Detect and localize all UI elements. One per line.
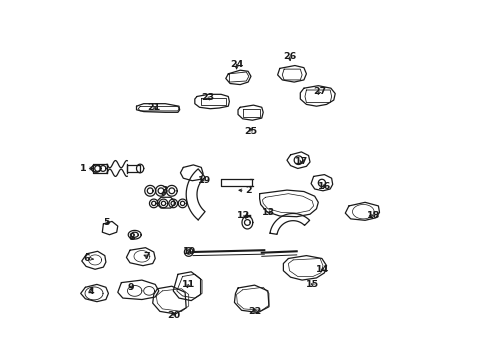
Text: 16: 16 (317, 182, 330, 191)
Text: 18: 18 (366, 211, 379, 220)
Text: 10: 10 (183, 247, 196, 256)
Text: 2: 2 (239, 186, 251, 195)
Text: 15: 15 (305, 280, 318, 289)
Text: 25: 25 (244, 127, 257, 136)
Text: 12: 12 (237, 211, 250, 220)
Text: 1: 1 (80, 164, 93, 173)
Text: 4: 4 (87, 287, 94, 296)
Text: 26: 26 (282, 52, 296, 61)
Text: 6: 6 (83, 254, 93, 263)
Text: 21: 21 (147, 103, 160, 112)
Text: 17: 17 (294, 157, 307, 166)
Text: 9: 9 (127, 284, 134, 292)
Text: 14: 14 (316, 265, 329, 274)
Text: 20: 20 (167, 310, 181, 320)
Text: 5: 5 (103, 218, 110, 227)
Text: 27: 27 (312, 87, 325, 96)
Text: 24: 24 (229, 59, 243, 69)
Text: 13: 13 (262, 208, 275, 217)
Text: 23: 23 (201, 94, 214, 102)
Text: 7: 7 (143, 252, 150, 261)
Text: 8: 8 (128, 233, 135, 242)
Text: 11: 11 (182, 280, 195, 289)
Text: 19: 19 (197, 176, 210, 185)
Text: 3: 3 (161, 186, 167, 195)
Text: 22: 22 (248, 307, 262, 316)
